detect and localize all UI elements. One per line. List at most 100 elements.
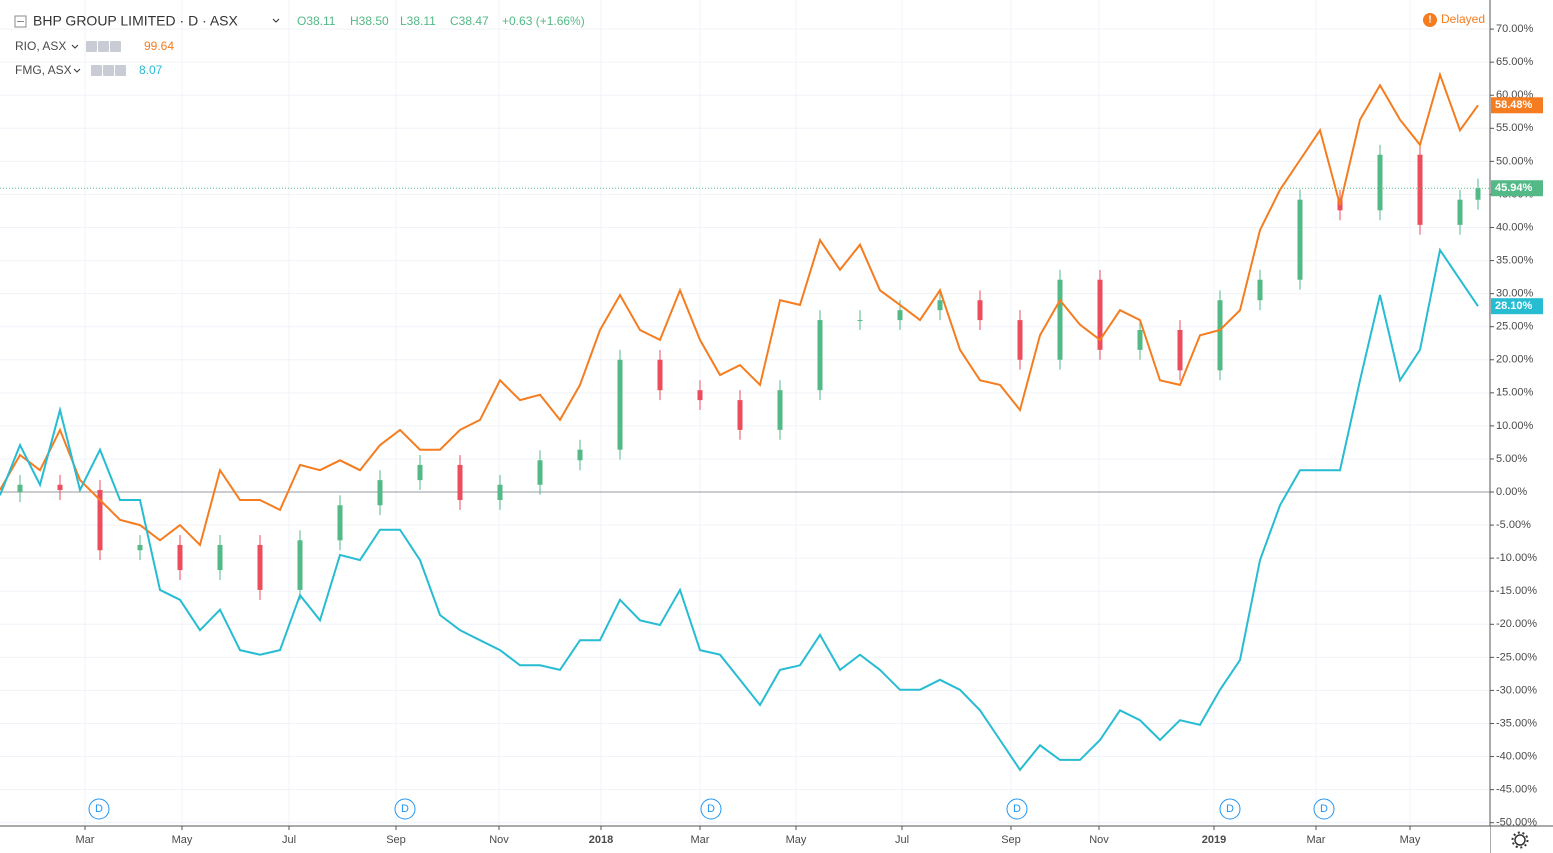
- legend-name[interactable]: RIO, ASX: [15, 39, 66, 53]
- dividend-label: D: [707, 803, 715, 815]
- candle-body: [1417, 154, 1423, 225]
- y-tick-label: 65.00%: [1496, 56, 1534, 68]
- dropdown-icon[interactable]: [272, 18, 280, 23]
- candle-body: [297, 540, 303, 590]
- ohlc-value: O38.11: [297, 14, 336, 28]
- candle-body: [457, 464, 463, 500]
- legend-control[interactable]: [86, 41, 97, 52]
- legend-control[interactable]: [103, 65, 114, 76]
- dividend-marker[interactable]: [88, 798, 110, 820]
- dropdown-icon[interactable]: [71, 44, 79, 49]
- legend: RIO, ASX 99.64 FMG, ASX 8.07: [15, 39, 174, 77]
- legend-name[interactable]: FMG, ASX: [15, 63, 72, 77]
- candle-body: [1297, 199, 1303, 280]
- y-tick-label: -10.00%: [1496, 552, 1537, 564]
- main-title[interactable]: BHP GROUP LIMITED · D · ASX: [33, 13, 239, 29]
- candle-body: [857, 320, 863, 322]
- candle-body: [537, 460, 543, 485]
- dividend-marker[interactable]: [394, 798, 416, 820]
- y-tick-label: -25.00%: [1496, 651, 1537, 663]
- candle-body: [1257, 279, 1263, 301]
- candle-body: [1457, 199, 1463, 225]
- y-tick-label: -30.00%: [1496, 684, 1537, 696]
- x-tick-label: Mar: [691, 834, 710, 846]
- dividend-label: D: [401, 803, 409, 815]
- settings-teeth: [1511, 831, 1529, 849]
- grid: [0, 0, 1490, 826]
- dividend-label: D: [95, 803, 103, 815]
- dividend-marker[interactable]: [1219, 798, 1241, 820]
- candle-body: [977, 300, 983, 321]
- delayed-label[interactable]: Delayed: [1441, 12, 1485, 26]
- y-tick-label: 50.00%: [1496, 155, 1534, 167]
- y-tick-label: -50.00%: [1496, 817, 1537, 829]
- ohlc-value: L38.11: [400, 14, 436, 28]
- candle-body: [697, 390, 703, 401]
- y-tick-label: 20.00%: [1496, 354, 1534, 366]
- y-tick-label: -35.00%: [1496, 717, 1537, 729]
- legend-control[interactable]: [91, 65, 102, 76]
- candle-body: [137, 544, 143, 551]
- candle-body: [897, 310, 903, 321]
- dividend-marker[interactable]: [1313, 798, 1335, 820]
- last-value-badge: [1491, 97, 1543, 114]
- candle-body: [1137, 330, 1143, 350]
- y-tick-label: -20.00%: [1496, 618, 1537, 630]
- y-tick-label: -45.00%: [1496, 784, 1537, 796]
- ohlc-change: +0.63 (+1.66%): [502, 14, 585, 28]
- dividend-marker[interactable]: [700, 798, 722, 820]
- legend-control[interactable]: [98, 41, 109, 52]
- dropdown-icon[interactable]: [73, 68, 81, 73]
- y-tick-label: 70.00%: [1496, 23, 1534, 35]
- x-tick-label: Nov: [489, 834, 509, 846]
- x-tick-label: May: [172, 834, 193, 846]
- x-axis-panel: [0, 826, 1490, 853]
- dividend-label: D: [1320, 803, 1328, 815]
- candle-body: [817, 320, 823, 391]
- candle-body: [1177, 330, 1183, 371]
- y-tick-label: 10.00%: [1496, 420, 1534, 432]
- candle-body: [497, 484, 503, 500]
- x-tick-label: Sep: [1001, 834, 1021, 846]
- settings-button[interactable]: [1514, 834, 1526, 846]
- candle-body: [257, 544, 263, 590]
- candle-body: [177, 544, 183, 571]
- x-tick-label: May: [1400, 834, 1421, 846]
- x-tick-label: Mar: [76, 834, 95, 846]
- y-tick-label: 40.00%: [1496, 221, 1534, 233]
- x-tick-label: 2018: [589, 834, 613, 846]
- dividend-label: D: [1226, 803, 1234, 815]
- y-tick-label: 55.00%: [1496, 122, 1534, 134]
- legend-price: 8.07: [139, 63, 163, 77]
- x-tick-label: Nov: [1089, 834, 1109, 846]
- candle-body: [17, 484, 23, 493]
- candle-body: [377, 480, 383, 506]
- candle-body: [657, 359, 663, 391]
- x-tick-label: 2019: [1202, 834, 1226, 846]
- dividend-marker[interactable]: [1006, 798, 1028, 820]
- candle-body: [777, 390, 783, 430]
- y-tick-label: 15.00%: [1496, 387, 1534, 399]
- y-tick-label: -5.00%: [1496, 519, 1531, 531]
- delayed-icon[interactable]: [1423, 13, 1437, 27]
- last-value-label: 58.48%: [1495, 99, 1533, 111]
- candle-body: [1475, 188, 1481, 200]
- x-tick-label: Jul: [895, 834, 909, 846]
- candle-body: [1377, 154, 1383, 211]
- ohlc-value: H38.50: [350, 14, 389, 28]
- delayed-icon-mark: !: [1428, 15, 1431, 26]
- collapse-button[interactable]: [14, 15, 27, 28]
- candle-body: [97, 490, 103, 551]
- last-value-badge: [1491, 298, 1543, 315]
- legend-control[interactable]: [110, 41, 121, 52]
- x-tick-label: Mar: [1307, 834, 1326, 846]
- y-axis-panel: [1490, 0, 1553, 853]
- legend-price: 99.64: [144, 39, 174, 53]
- candle-body: [1217, 300, 1223, 371]
- ohlc-value: C38.47: [450, 14, 489, 28]
- legend-control[interactable]: [115, 65, 126, 76]
- y-tick-label: 35.00%: [1496, 254, 1534, 266]
